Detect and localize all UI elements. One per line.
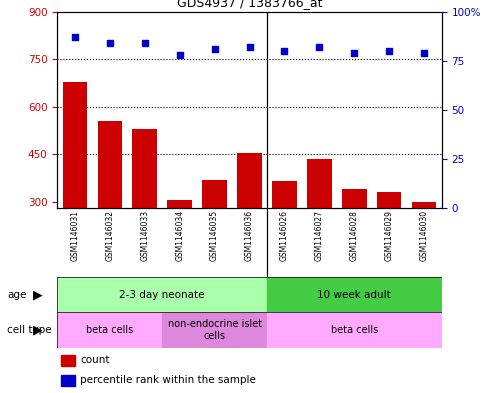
Text: GSM1146034: GSM1146034 <box>175 210 184 261</box>
Point <box>280 48 288 54</box>
Bar <box>307 159 331 297</box>
Text: ▶: ▶ <box>32 288 42 301</box>
Point <box>176 52 184 58</box>
Bar <box>267 277 442 312</box>
Bar <box>57 312 162 348</box>
Text: beta cells: beta cells <box>86 325 133 335</box>
Text: GSM1146031: GSM1146031 <box>70 210 79 261</box>
Text: age: age <box>7 290 27 300</box>
Text: GSM1146030: GSM1146030 <box>420 210 429 261</box>
Bar <box>61 355 75 366</box>
Bar <box>167 200 192 297</box>
Text: GSM1146027: GSM1146027 <box>315 210 324 261</box>
Bar <box>57 277 267 312</box>
Point <box>106 40 114 46</box>
Bar <box>63 81 87 297</box>
Text: ▶: ▶ <box>32 323 42 337</box>
Text: 2-3 day neonate: 2-3 day neonate <box>119 290 205 300</box>
Bar <box>412 202 436 297</box>
Text: GSM1146035: GSM1146035 <box>210 210 219 261</box>
Bar <box>203 180 227 297</box>
Point <box>315 44 323 50</box>
Text: count: count <box>80 355 110 365</box>
Point <box>71 34 79 40</box>
Text: GSM1146032: GSM1146032 <box>105 210 114 261</box>
Bar <box>162 312 267 348</box>
Point <box>211 46 219 52</box>
Point <box>420 50 428 56</box>
Text: cell type: cell type <box>7 325 52 335</box>
Text: GSM1146026: GSM1146026 <box>280 210 289 261</box>
Text: beta cells: beta cells <box>331 325 378 335</box>
Bar <box>61 375 75 386</box>
Text: percentile rank within the sample: percentile rank within the sample <box>80 375 256 386</box>
Bar <box>97 121 122 297</box>
Text: 10 week adult: 10 week adult <box>317 290 391 300</box>
Bar <box>272 181 296 297</box>
Title: GDS4937 / 1383766_at: GDS4937 / 1383766_at <box>177 0 322 9</box>
Bar <box>132 129 157 297</box>
Text: GSM1146036: GSM1146036 <box>245 210 254 261</box>
Bar <box>342 189 366 297</box>
Text: GSM1146028: GSM1146028 <box>350 210 359 261</box>
Bar <box>238 153 262 297</box>
Point <box>350 50 358 56</box>
Text: GSM1146029: GSM1146029 <box>385 210 394 261</box>
Text: GSM1146033: GSM1146033 <box>140 210 149 261</box>
Point <box>246 44 253 50</box>
Bar <box>267 312 442 348</box>
Bar <box>377 193 401 297</box>
Point <box>385 48 393 54</box>
Text: non-endocrine islet
cells: non-endocrine islet cells <box>168 320 261 341</box>
Point <box>141 40 149 46</box>
